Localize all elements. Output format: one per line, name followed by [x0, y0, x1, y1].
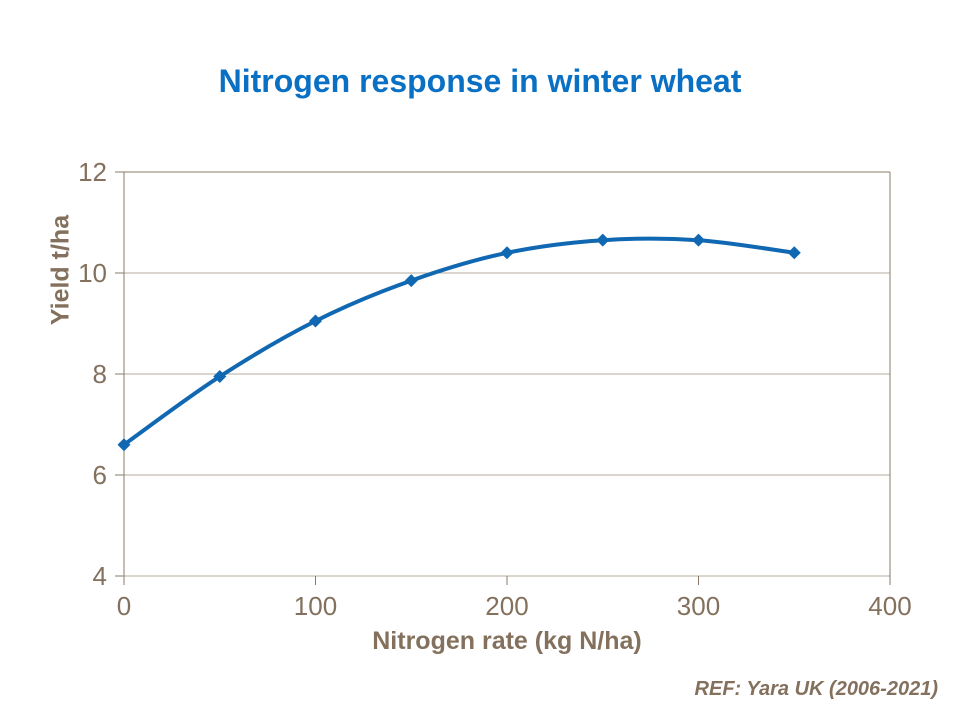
response-curve [122, 236, 797, 447]
x-tick-label-0: 0 [117, 591, 131, 621]
y-tick-label-10: 10 [78, 258, 107, 288]
y-tick-label-12: 12 [78, 157, 107, 187]
data-point-200 [500, 246, 514, 260]
y-tick-label-4: 4 [93, 561, 107, 591]
chart-title: Nitrogen response in winter wheat [218, 63, 742, 99]
x-tick-label-400: 400 [868, 591, 911, 621]
data-point-100 [309, 314, 322, 328]
x-tick-label-200: 200 [485, 591, 528, 621]
y-tick-label-6: 6 [93, 460, 107, 490]
data-point-250 [596, 233, 610, 247]
x-tick-label-300: 300 [677, 591, 720, 621]
y-tick-label-8: 8 [93, 359, 107, 389]
data-point-350 [787, 246, 801, 260]
data-point-50 [213, 370, 227, 384]
reference-note: REF: Yara UK (2006-2021) [694, 678, 938, 700]
data-point-0 [117, 438, 131, 452]
data-point-150 [404, 274, 418, 288]
x-tick-label-100: 100 [294, 591, 337, 621]
x-axis-title: Nitrogen rate (kg N/ha) [372, 627, 642, 655]
y-axis-title: Yield t/ha [46, 214, 75, 326]
data-point-300 [692, 233, 705, 247]
